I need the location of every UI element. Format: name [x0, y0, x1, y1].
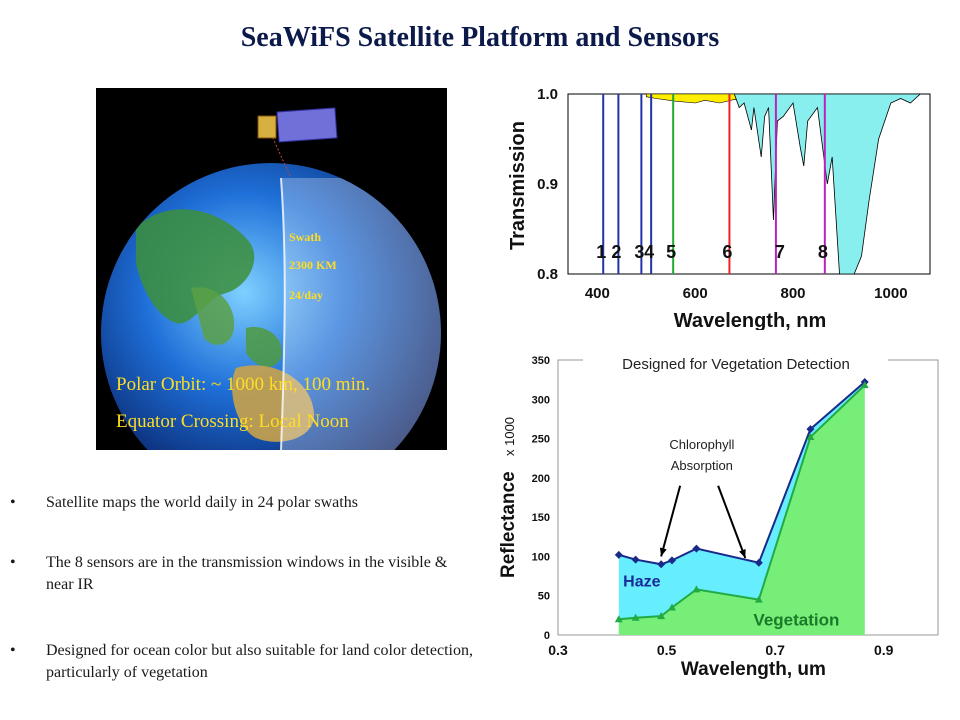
- swath-rate-label: 24/day: [289, 288, 324, 302]
- x-tick-label: 0.9: [874, 642, 894, 658]
- solar-panel: [276, 107, 338, 143]
- y-tick-label: 200: [532, 473, 550, 485]
- x-tick-label: 0.5: [657, 642, 677, 658]
- band-label: 6: [722, 242, 732, 262]
- x-tick-label: 1000: [874, 285, 907, 302]
- band-label: 8: [818, 242, 828, 262]
- y-tick-label: 150: [532, 512, 550, 524]
- haze-point: [614, 550, 623, 559]
- chart-title: Designed for Vegetation Detection: [622, 356, 850, 373]
- reflectance-chart: Designed for Vegetation Detection Haze Veg…: [498, 352, 939, 680]
- y-tick-label: 300: [532, 394, 550, 406]
- y-axis-label: Reflectance: [498, 471, 519, 578]
- band-label: 3: [634, 242, 644, 262]
- ir-absorption-area: [733, 93, 922, 275]
- x-tick-label: 600: [683, 285, 708, 302]
- annotation-arrow: [717, 485, 747, 559]
- y-tick-label: 0.8: [537, 266, 558, 283]
- earth-satellite-image: Swath 2300 KM 24/day Polar Orbit: ~ 1000…: [96, 88, 447, 450]
- haze-point: [668, 556, 676, 565]
- vegetation-point: [668, 603, 676, 611]
- band-label: 4: [644, 242, 654, 262]
- vegetation-point: [754, 595, 763, 603]
- x-tick-label: 400: [585, 285, 610, 302]
- band-label: 7: [775, 242, 785, 262]
- haze-point: [754, 558, 763, 567]
- vegetation-series-line: [618, 384, 866, 621]
- band-label: 5: [666, 242, 676, 262]
- transmission-chart: 1 2 3 4 5 6 7 8 0.8 0.9 1.0 400 600 800 1000 Transmiss…: [507, 86, 931, 330]
- y-axis-label: Transmission: [507, 121, 529, 250]
- vegetation-area: [618, 385, 865, 635]
- x-axis-label: Wavelength, um: [681, 659, 826, 680]
- polar-orbit-text: Polar Orbit: ~ 1000 km, 100 min.: [116, 374, 371, 395]
- bullet-text: Satellite maps the world daily in 24 pol…: [46, 494, 358, 511]
- haze-point: [806, 425, 815, 434]
- annotation-label: Absorption: [671, 458, 733, 473]
- vegetation-point: [806, 433, 815, 440]
- y-axis-unit-label: x 1000: [502, 417, 517, 456]
- x-tick-label: 800: [781, 285, 806, 302]
- y-tick-label: 50: [538, 591, 550, 603]
- haze-series-line: [618, 381, 866, 566]
- vegetation-series-label: Vegetation: [753, 611, 839, 630]
- y-tick-label: 100: [532, 551, 550, 563]
- annotation-label: Chlorophyll: [669, 437, 734, 452]
- band-label: 2: [611, 242, 621, 262]
- bullet-text: The 8 sensors are in the transmission wi…: [46, 554, 448, 593]
- haze-series-label: Haze: [623, 573, 660, 590]
- haze-point: [657, 560, 666, 569]
- annotation-arrowhead: [659, 547, 667, 557]
- equator-crossing-text: Equator Crossing: Local Noon: [116, 411, 349, 432]
- y-tick-label: 0: [544, 630, 550, 642]
- vegetation-point: [860, 381, 869, 389]
- vegetation-point: [692, 585, 701, 593]
- x-tick-label: 0.3: [548, 642, 568, 658]
- vegetation-point: [657, 612, 666, 620]
- haze-point: [692, 544, 701, 553]
- swath-label: Swath: [289, 230, 322, 244]
- x-axis-label: Wavelength, nm: [674, 310, 827, 330]
- annotation-arrowhead: [739, 549, 746, 558]
- y-tick-label: 350: [532, 355, 550, 367]
- y-tick-label: 250: [532, 434, 550, 446]
- y-tick-label: 0.9: [537, 176, 558, 193]
- swath-width-label: 2300 KM: [289, 258, 337, 272]
- vegetation-point: [631, 613, 640, 621]
- vegetation-point: [614, 615, 623, 623]
- title-box: [583, 352, 888, 374]
- page-title: SeaWiFS Satellite Platform and Sensors: [240, 22, 720, 53]
- bullet-text: Designed for ocean color but also suitab…: [46, 642, 473, 681]
- x-tick-label: 0.7: [765, 642, 785, 658]
- band-label: 1: [596, 242, 606, 262]
- annotation-arrow: [660, 485, 682, 557]
- haze-point: [631, 555, 640, 564]
- y-tick-label: 1.0: [537, 86, 558, 103]
